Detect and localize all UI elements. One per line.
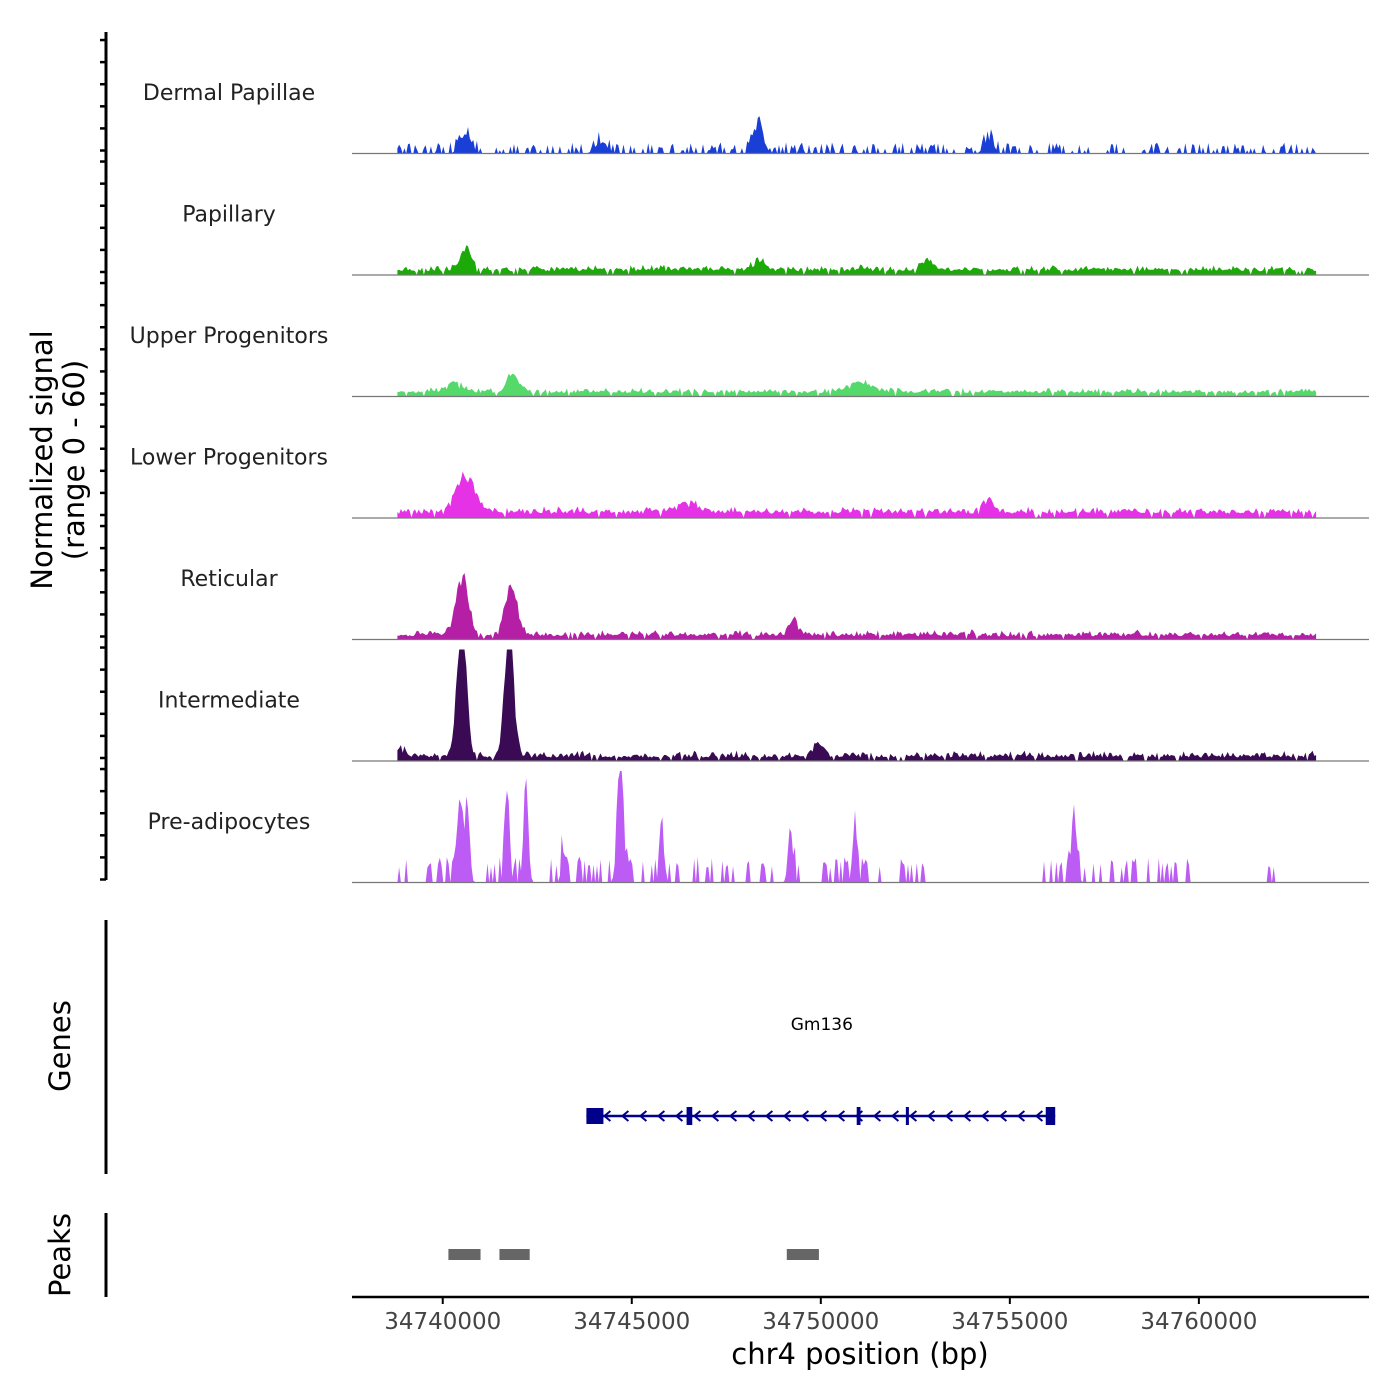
track-label: Dermal Papillae	[143, 81, 315, 106]
strand-chevron	[926, 1110, 936, 1122]
track-label: Intermediate	[158, 689, 300, 714]
strand-chevron	[746, 1110, 756, 1122]
gene-label: Gm136	[791, 1015, 853, 1035]
coverage-track: Pre-adipocytes	[148, 771, 1369, 884]
x-axis-title: chr4 position (bp)	[731, 1337, 988, 1371]
strand-chevron	[638, 1110, 648, 1122]
genes-panel-label: Genes	[43, 1000, 77, 1092]
strand-chevron	[944, 1110, 954, 1122]
track-label: Upper Progenitors	[130, 324, 329, 349]
genes-track: Gm136	[586, 1015, 1056, 1125]
strand-chevron	[674, 1110, 684, 1122]
coverage-tracks: Dermal Papillae Papillary Upper Progenitor…	[130, 81, 1369, 884]
strand-chevron	[782, 1110, 792, 1122]
strand-chevron	[818, 1110, 828, 1122]
strand-chevron	[908, 1110, 918, 1122]
strand-chevron	[602, 1110, 612, 1122]
x-axis-ticks: 34740000 34745000 34750000 34755000 34760000	[384, 1297, 1257, 1335]
peaks-track	[448, 1249, 819, 1260]
coverage-track: Dermal Papillae	[143, 81, 1369, 155]
gene-exon	[686, 1107, 693, 1125]
strand-chevron	[1034, 1110, 1044, 1122]
track-label: Pre-adipocytes	[148, 810, 311, 835]
coverage-track: Papillary	[182, 203, 1369, 276]
x-tick-label: 34750000	[762, 1309, 879, 1335]
strand-chevron	[872, 1110, 882, 1122]
strand-chevron	[836, 1110, 846, 1122]
strand-chevron	[764, 1110, 774, 1122]
gene-exon	[856, 1107, 861, 1125]
x-tick-label: 34740000	[384, 1309, 501, 1335]
strand-chevron	[980, 1110, 990, 1122]
y-axis-title-line1: Normalized signal	[25, 330, 59, 589]
strand-chevron	[692, 1110, 702, 1122]
coverage-area	[397, 771, 1317, 883]
track-label: Reticular	[180, 567, 278, 592]
strand-chevron	[656, 1110, 666, 1122]
coverage-area	[397, 116, 1317, 154]
x-tick-label: 34760000	[1140, 1309, 1257, 1335]
coverage-area	[397, 373, 1317, 397]
coverage-track: Reticular	[180, 567, 1369, 641]
strand-chevron	[962, 1110, 972, 1122]
x-tick-label: 34755000	[951, 1309, 1068, 1335]
y-axis-title-line2: (range 0 - 60)	[57, 360, 91, 560]
gene-exon	[586, 1108, 604, 1124]
strand-chevron	[710, 1110, 720, 1122]
strand-chevron	[800, 1110, 810, 1122]
peak-region	[786, 1249, 819, 1260]
track-label: Lower Progenitors	[130, 446, 328, 471]
strand-chevron	[728, 1110, 738, 1122]
coverage-track: Lower Progenitors	[130, 446, 1369, 519]
strand-chevron	[890, 1110, 900, 1122]
strand-chevron	[1016, 1110, 1026, 1122]
coverage-area	[397, 245, 1317, 275]
coverage-area	[397, 573, 1317, 640]
track-label: Papillary	[182, 203, 276, 228]
coverage-track: Upper Progenitors	[130, 324, 1369, 398]
strand-chevron	[998, 1110, 1008, 1122]
peak-region	[499, 1249, 530, 1260]
gene-exon	[905, 1107, 909, 1125]
coverage-area	[397, 471, 1317, 518]
coverage-area	[397, 649, 1317, 761]
gene-exon	[1045, 1107, 1056, 1125]
coverage-track: Intermediate	[158, 649, 1369, 762]
peaks-panel-label: Peaks	[43, 1213, 77, 1297]
peak-region	[448, 1249, 481, 1260]
coverage-axis-ticks	[100, 38, 106, 881]
strand-chevron	[620, 1110, 630, 1122]
x-tick-label: 34745000	[573, 1309, 690, 1335]
